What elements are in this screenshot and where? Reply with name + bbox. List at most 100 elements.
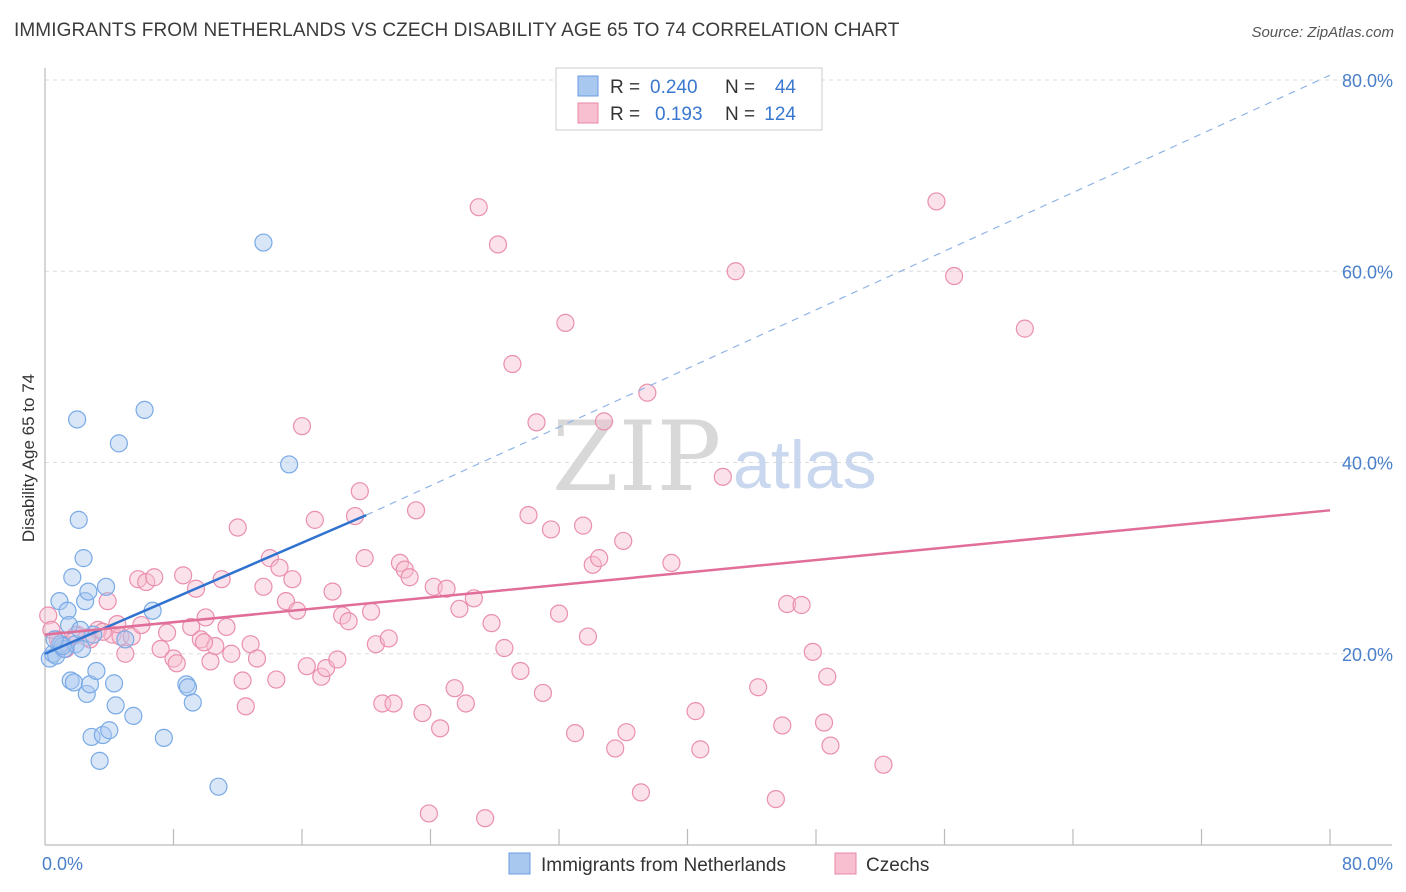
point-czechs-24 bbox=[201, 652, 220, 671]
point-czechs-37 bbox=[270, 558, 289, 577]
point-czechs-81 bbox=[541, 520, 561, 539]
point-netherlands-9 bbox=[63, 568, 82, 587]
legend-box: R = 0.240 N = 44 R = 0.193 N = 124 bbox=[555, 67, 823, 131]
point-czechs-0 bbox=[39, 606, 58, 625]
watermark-atlas: atlas bbox=[733, 427, 877, 503]
point-netherlands-20 bbox=[82, 727, 101, 747]
point-czechs-89 bbox=[594, 412, 614, 431]
point-netherlands-38 bbox=[209, 777, 228, 796]
point-czechs-94 bbox=[638, 383, 657, 402]
point-czechs-68 bbox=[450, 599, 469, 618]
point-netherlands-25 bbox=[96, 577, 116, 596]
point-czechs-25 bbox=[206, 636, 225, 656]
point-czechs-97 bbox=[691, 740, 710, 759]
point-czechs-28 bbox=[222, 644, 241, 663]
point-czechs-65 bbox=[431, 719, 450, 738]
y-tick-label-20: 20.0% bbox=[1342, 645, 1393, 665]
point-czechs-51 bbox=[350, 482, 369, 501]
legend-r-label: R = bbox=[610, 104, 640, 125]
legend-n-label: N = bbox=[725, 77, 755, 98]
point-czechs-63 bbox=[419, 804, 438, 823]
point-czechs-76 bbox=[503, 354, 522, 374]
point-netherlands-16 bbox=[76, 592, 95, 611]
point-czechs-107 bbox=[818, 667, 837, 686]
point-czechs-74 bbox=[488, 235, 508, 254]
point-czechs-85 bbox=[573, 516, 593, 535]
point-netherlands-10 bbox=[64, 673, 84, 692]
point-czechs-31 bbox=[236, 697, 255, 716]
point-netherlands-39 bbox=[254, 233, 273, 252]
point-czechs-41 bbox=[292, 417, 312, 436]
point-czechs-84 bbox=[565, 724, 585, 743]
legend-n-label: N = bbox=[725, 104, 755, 125]
point-czechs-44 bbox=[312, 667, 331, 686]
point-czechs-91 bbox=[614, 531, 633, 551]
point-czechs-103 bbox=[777, 594, 797, 614]
legend-r-value-netherlands: 0.240 bbox=[650, 77, 698, 98]
point-czechs-79 bbox=[527, 413, 546, 432]
point-czechs-67 bbox=[445, 679, 464, 698]
point-czechs-98 bbox=[713, 467, 732, 486]
y-tick-label-40: 40.0% bbox=[1342, 454, 1393, 474]
point-czechs-42 bbox=[297, 657, 316, 676]
point-czechs-99 bbox=[726, 262, 745, 281]
point-netherlands-40 bbox=[280, 455, 299, 474]
bottom-legend-label-netherlands: Immigrants from Netherlands bbox=[541, 855, 786, 876]
point-czechs-10 bbox=[116, 644, 135, 663]
point-netherlands-15 bbox=[74, 549, 93, 568]
point-netherlands-31 bbox=[124, 706, 143, 726]
x-tick-label-start: 0.0% bbox=[42, 854, 83, 874]
point-czechs-96 bbox=[686, 702, 705, 721]
y-tick-label-60: 60.0% bbox=[1342, 262, 1393, 282]
point-czechs-90 bbox=[606, 739, 625, 758]
legend-frame bbox=[555, 67, 823, 131]
point-czechs-73 bbox=[482, 614, 501, 633]
point-czechs-53 bbox=[361, 602, 381, 621]
point-czechs-80 bbox=[533, 683, 553, 703]
chart-source: Source: ZipAtlas.com bbox=[1251, 24, 1394, 41]
point-czechs-108 bbox=[821, 736, 840, 755]
point-netherlands-30 bbox=[116, 630, 135, 649]
legend-r-label: R = bbox=[610, 77, 640, 98]
point-czechs-102 bbox=[773, 716, 792, 735]
point-czechs-15 bbox=[151, 639, 170, 659]
point-czechs-71 bbox=[469, 198, 488, 217]
point-czechs-36 bbox=[267, 670, 286, 689]
point-czechs-7 bbox=[98, 592, 117, 611]
grid bbox=[45, 79, 1392, 655]
point-czechs-61 bbox=[406, 501, 426, 520]
point-netherlands-26 bbox=[100, 721, 119, 740]
point-czechs-20 bbox=[182, 617, 201, 637]
point-czechs-77 bbox=[511, 661, 530, 681]
point-netherlands-32 bbox=[135, 400, 154, 420]
trend-lines bbox=[44, 74, 1331, 655]
bottom-legend-label-czechs: Czechs bbox=[866, 855, 929, 876]
point-netherlands-6 bbox=[58, 601, 77, 620]
legend-n-value-czechs: 124 bbox=[764, 104, 796, 125]
point-czechs-49 bbox=[339, 612, 358, 631]
point-netherlands-29 bbox=[109, 434, 128, 453]
point-czechs-87 bbox=[583, 555, 602, 574]
legend-r-value-czechs: 0.193 bbox=[655, 104, 703, 125]
watermark-zip: ZIP bbox=[552, 401, 721, 513]
legend-swatch-czechs bbox=[577, 102, 599, 124]
legend-swatch-netherlands bbox=[577, 75, 599, 97]
point-netherlands-37 bbox=[183, 693, 202, 712]
point-czechs-16 bbox=[157, 623, 177, 642]
point-czechs-104 bbox=[792, 595, 811, 615]
trend-czechs bbox=[44, 509, 1331, 636]
point-czechs-14 bbox=[145, 568, 164, 587]
point-netherlands-23 bbox=[90, 751, 109, 770]
x-tick-label-end: 80.0% bbox=[1342, 854, 1393, 874]
point-czechs-95 bbox=[662, 553, 681, 573]
point-czechs-60 bbox=[400, 568, 419, 587]
axes bbox=[44, 68, 1392, 846]
point-czechs-92 bbox=[617, 723, 636, 742]
bottom-legend-swatch-netherlands bbox=[508, 852, 531, 875]
point-netherlands-36 bbox=[178, 678, 198, 697]
point-czechs-105 bbox=[803, 642, 822, 661]
bottom-legend-swatch-czechs bbox=[834, 852, 857, 875]
point-czechs-93 bbox=[631, 783, 651, 802]
point-czechs-109 bbox=[874, 755, 893, 774]
point-czechs-66 bbox=[437, 579, 456, 598]
